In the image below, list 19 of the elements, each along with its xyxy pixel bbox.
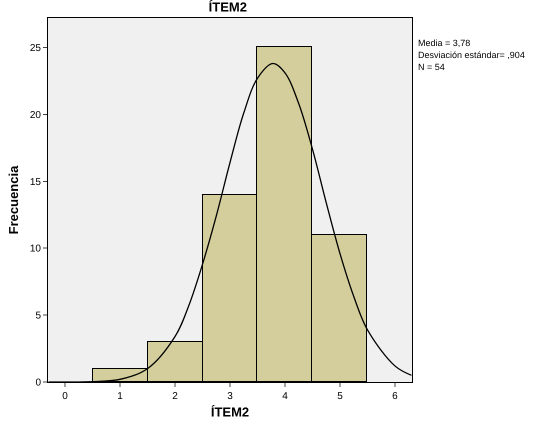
text: Desviación estándar= ,904	[418, 50, 525, 60]
text: Media = 3,78	[418, 38, 470, 48]
chart-title: ÍTEM2	[208, 0, 247, 14]
y-tick-label: 5	[35, 310, 42, 322]
text: N = 54	[418, 62, 445, 72]
y-axis-title: Frecuencia	[6, 164, 21, 234]
x-axis-title: ÍTEM2	[210, 404, 250, 420]
x-tick-label: 4	[282, 391, 288, 402]
x-tick-label: 2	[172, 391, 178, 402]
y-tick-label: 0	[35, 378, 42, 388]
y-tick-label: 10	[30, 244, 42, 255]
y-tick-label: 25	[30, 42, 42, 54]
x-tick-label: 3	[227, 391, 234, 402]
x-tick-label: 0	[62, 391, 68, 402]
y-tick-label: 20	[30, 110, 42, 121]
x-tick-label: 5	[337, 391, 344, 402]
x-tick-label: 1	[117, 391, 124, 402]
x-tick-label: 6	[392, 391, 398, 402]
y-tick-label: 15	[30, 176, 42, 188]
